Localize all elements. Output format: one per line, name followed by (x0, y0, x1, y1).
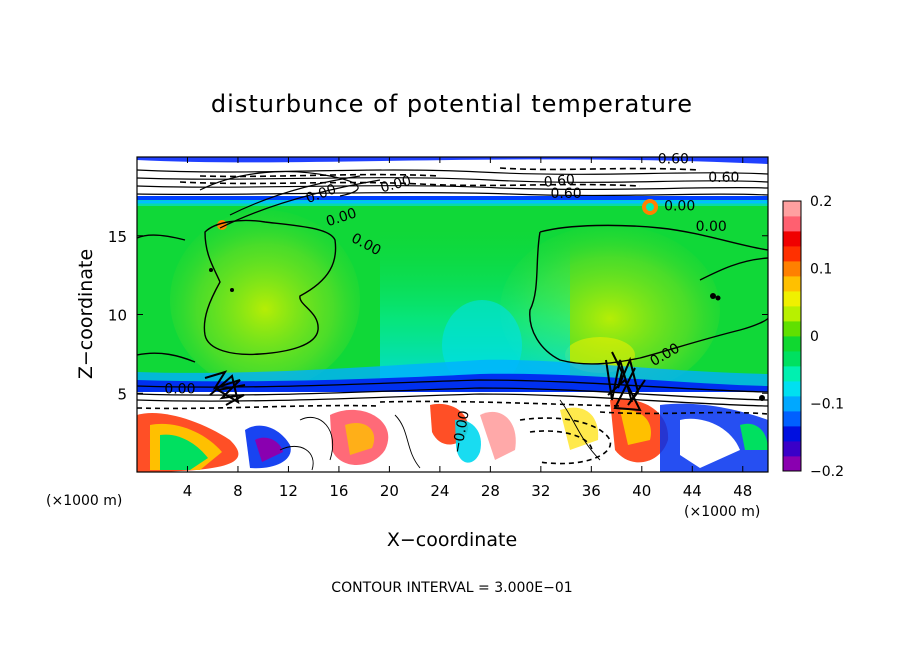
colorbar-swatch (783, 336, 801, 352)
contour-label: 0.60 (543, 172, 575, 191)
colorbar-swatch (783, 291, 801, 307)
colorbar-swatch (783, 396, 801, 412)
x-unit-label: (×1000 m) (684, 504, 760, 520)
contour-label: 0.60 (550, 186, 581, 202)
colorbar-swatch (783, 456, 801, 472)
y-unit-label: (×1000 m) (46, 493, 122, 509)
x-tick-label: 36 (582, 482, 601, 500)
colorbar-tick-label: −0.1 (810, 397, 844, 413)
contour-label: 0.60 (658, 151, 689, 167)
contour-label: 0.60 (708, 170, 739, 186)
y-tick-label: 15 (108, 228, 127, 246)
plot-field (137, 157, 768, 472)
colorbar-swatch (783, 231, 801, 247)
x-tick-label: 4 (183, 482, 193, 500)
x-tick-label: 16 (329, 482, 348, 500)
y-axis-label: Z−coordinate (75, 249, 97, 379)
x-tick-label: 20 (380, 482, 399, 500)
colorbar-swatch (783, 261, 801, 277)
x-tick-label: 12 (279, 482, 298, 500)
contour-label: −0.00 (450, 409, 473, 454)
chart-title: disturbunce of potential temperature (211, 90, 693, 118)
colorbar-tick-label: 0.2 (810, 194, 832, 210)
x-tick-label: 32 (531, 482, 550, 500)
colorbar-swatch (783, 351, 801, 367)
colorbar-tick-label: 0.1 (810, 262, 832, 278)
contour-interval-text: CONTOUR INTERVAL = 3.000E−01 (331, 580, 572, 596)
contour-label: 0.00 (664, 199, 695, 215)
colorbar-tick-label: −0.2 (810, 464, 844, 480)
contour-label: 0.00 (164, 381, 195, 397)
colorbar-swatch (783, 276, 801, 292)
x-tick-label: 8 (233, 482, 243, 500)
colorbar-swatch (783, 246, 801, 262)
y-tick-label: 10 (108, 307, 127, 325)
colorbar-swatch (783, 441, 801, 457)
colorbar-swatch (783, 201, 801, 217)
x-tick-label: 24 (430, 482, 449, 500)
x-axis-label: X−coordinate (387, 529, 517, 551)
colorbar-swatch (783, 306, 801, 322)
colorbar-tick-label: 0 (810, 329, 819, 345)
contour-label: 0.00 (379, 173, 413, 197)
x-tick-label: 48 (733, 482, 752, 500)
colorbar-swatch (783, 381, 801, 397)
colorbar-swatch (783, 411, 801, 427)
colorbar-swatch (783, 216, 801, 232)
colorbar-swatch (783, 366, 801, 382)
contour-label: 0.00 (696, 219, 727, 235)
x-tick-label: 40 (632, 482, 651, 500)
y-tick-label: 5 (117, 385, 127, 403)
colorbar-frame (782, 200, 802, 472)
x-tick-label: 44 (683, 482, 702, 500)
colorbar: 0.2 0.1 0 −0.1 −0.2 (782, 194, 844, 480)
y-axis: 5 10 15 (108, 228, 768, 403)
colorbar-swatch (783, 426, 801, 442)
x-tick-label: 28 (481, 482, 500, 500)
x-axis: 4 8 12 16 20 24 28 32 36 40 44 48 (183, 157, 752, 500)
colorbar-swatch (783, 321, 801, 337)
